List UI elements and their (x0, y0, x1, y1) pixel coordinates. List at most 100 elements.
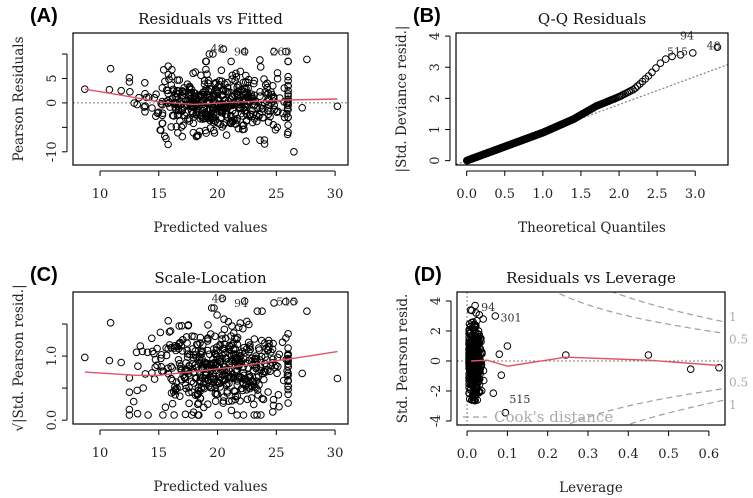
data-point (233, 411, 241, 419)
smooth-line (84, 350, 338, 376)
data-point (284, 399, 292, 407)
data-point (144, 411, 152, 419)
data-point (231, 387, 239, 396)
data-point (250, 101, 258, 110)
data-point (227, 111, 235, 120)
data-point (203, 70, 211, 78)
data-point (164, 89, 172, 98)
data-point (209, 364, 218, 372)
data-point (489, 389, 498, 398)
data-point (167, 362, 175, 371)
y-tick-label: 5 (45, 74, 60, 82)
data-point (264, 346, 273, 355)
data-point (284, 390, 292, 399)
data-point (275, 402, 283, 411)
data-point (270, 299, 278, 307)
data-point (188, 332, 196, 341)
data-point (177, 366, 186, 375)
data-point (225, 379, 233, 388)
data-point (465, 376, 473, 385)
data-point (141, 102, 149, 110)
chart-title: Scale-Location (154, 269, 267, 287)
data-point (219, 45, 228, 53)
data-point (126, 88, 134, 96)
data-point (169, 387, 178, 396)
data-point (236, 67, 245, 76)
data-point (235, 323, 243, 332)
data-point (231, 109, 239, 118)
data-point (153, 109, 162, 117)
data-point (232, 69, 240, 78)
data-point (218, 294, 227, 303)
data-point (244, 93, 253, 102)
data-point (204, 79, 212, 87)
cooks-contour-label: 1 (729, 398, 737, 412)
panel-a: (A) Residuals vs Fitted 48 94 260 10 15 20 25 30 P… (11, 5, 349, 236)
data-point (472, 309, 480, 317)
data-point (216, 353, 224, 361)
data-point (298, 104, 307, 112)
data-point (242, 137, 250, 145)
data-point (252, 354, 260, 363)
data-point (470, 341, 479, 349)
data-point (125, 405, 134, 414)
data-point (270, 47, 278, 56)
data-point (652, 64, 660, 72)
data-point (283, 104, 292, 113)
plot-area (73, 45, 348, 156)
data-point (181, 410, 190, 419)
data-point (501, 408, 510, 417)
data-point (217, 108, 226, 117)
data-point (279, 376, 288, 385)
data-point (244, 75, 253, 84)
data-point (240, 47, 249, 56)
cooks-contour-label: 1 (729, 310, 737, 324)
data-point (210, 118, 218, 127)
data-point (260, 375, 268, 384)
panel-d: (D) Residuals vs Leverage 0.5 0.5 1 1 Cook's d… (395, 264, 748, 496)
data-point (278, 109, 287, 118)
data-point (233, 92, 242, 100)
data-point (284, 90, 292, 98)
data-point (252, 117, 261, 126)
data-point (164, 86, 172, 95)
y-tick-label: -2 (429, 385, 444, 398)
data-point (117, 86, 125, 95)
data-point (236, 397, 244, 405)
x-axis-label: Predicted values (154, 220, 268, 236)
data-point (174, 356, 183, 364)
cooks-legend-label: Cook's distance (494, 408, 613, 426)
data-point (250, 400, 258, 409)
y-tick-label: -4 (429, 415, 444, 428)
x-tick-label: 0.2 (537, 447, 558, 462)
data-point (644, 351, 653, 359)
y-tick-label: 3 (428, 63, 443, 71)
data-point (284, 82, 292, 90)
data-point (264, 110, 273, 118)
data-point (269, 395, 278, 404)
data-point (117, 358, 125, 367)
data-point (178, 87, 187, 95)
data-point (274, 391, 283, 399)
data-point (176, 117, 184, 125)
y-tick-label: 0.0 (45, 410, 60, 431)
data-point (164, 70, 173, 79)
data-point (290, 148, 298, 156)
data-point (181, 366, 189, 374)
data-point (495, 350, 504, 359)
data-point (271, 126, 280, 134)
data-point (491, 312, 500, 320)
data-point (148, 104, 156, 112)
data-point (210, 92, 219, 100)
data-point (245, 374, 253, 382)
x-tick-label: 30 (327, 187, 344, 202)
data-point (256, 88, 264, 96)
data-point (264, 118, 273, 126)
x-tick-label: 0.5 (494, 187, 515, 202)
data-point (156, 328, 165, 337)
data-point (248, 354, 256, 363)
data-point (263, 79, 272, 88)
x-tick-label: 15 (151, 446, 168, 461)
data-point (283, 109, 291, 118)
plot-frame (456, 291, 726, 426)
